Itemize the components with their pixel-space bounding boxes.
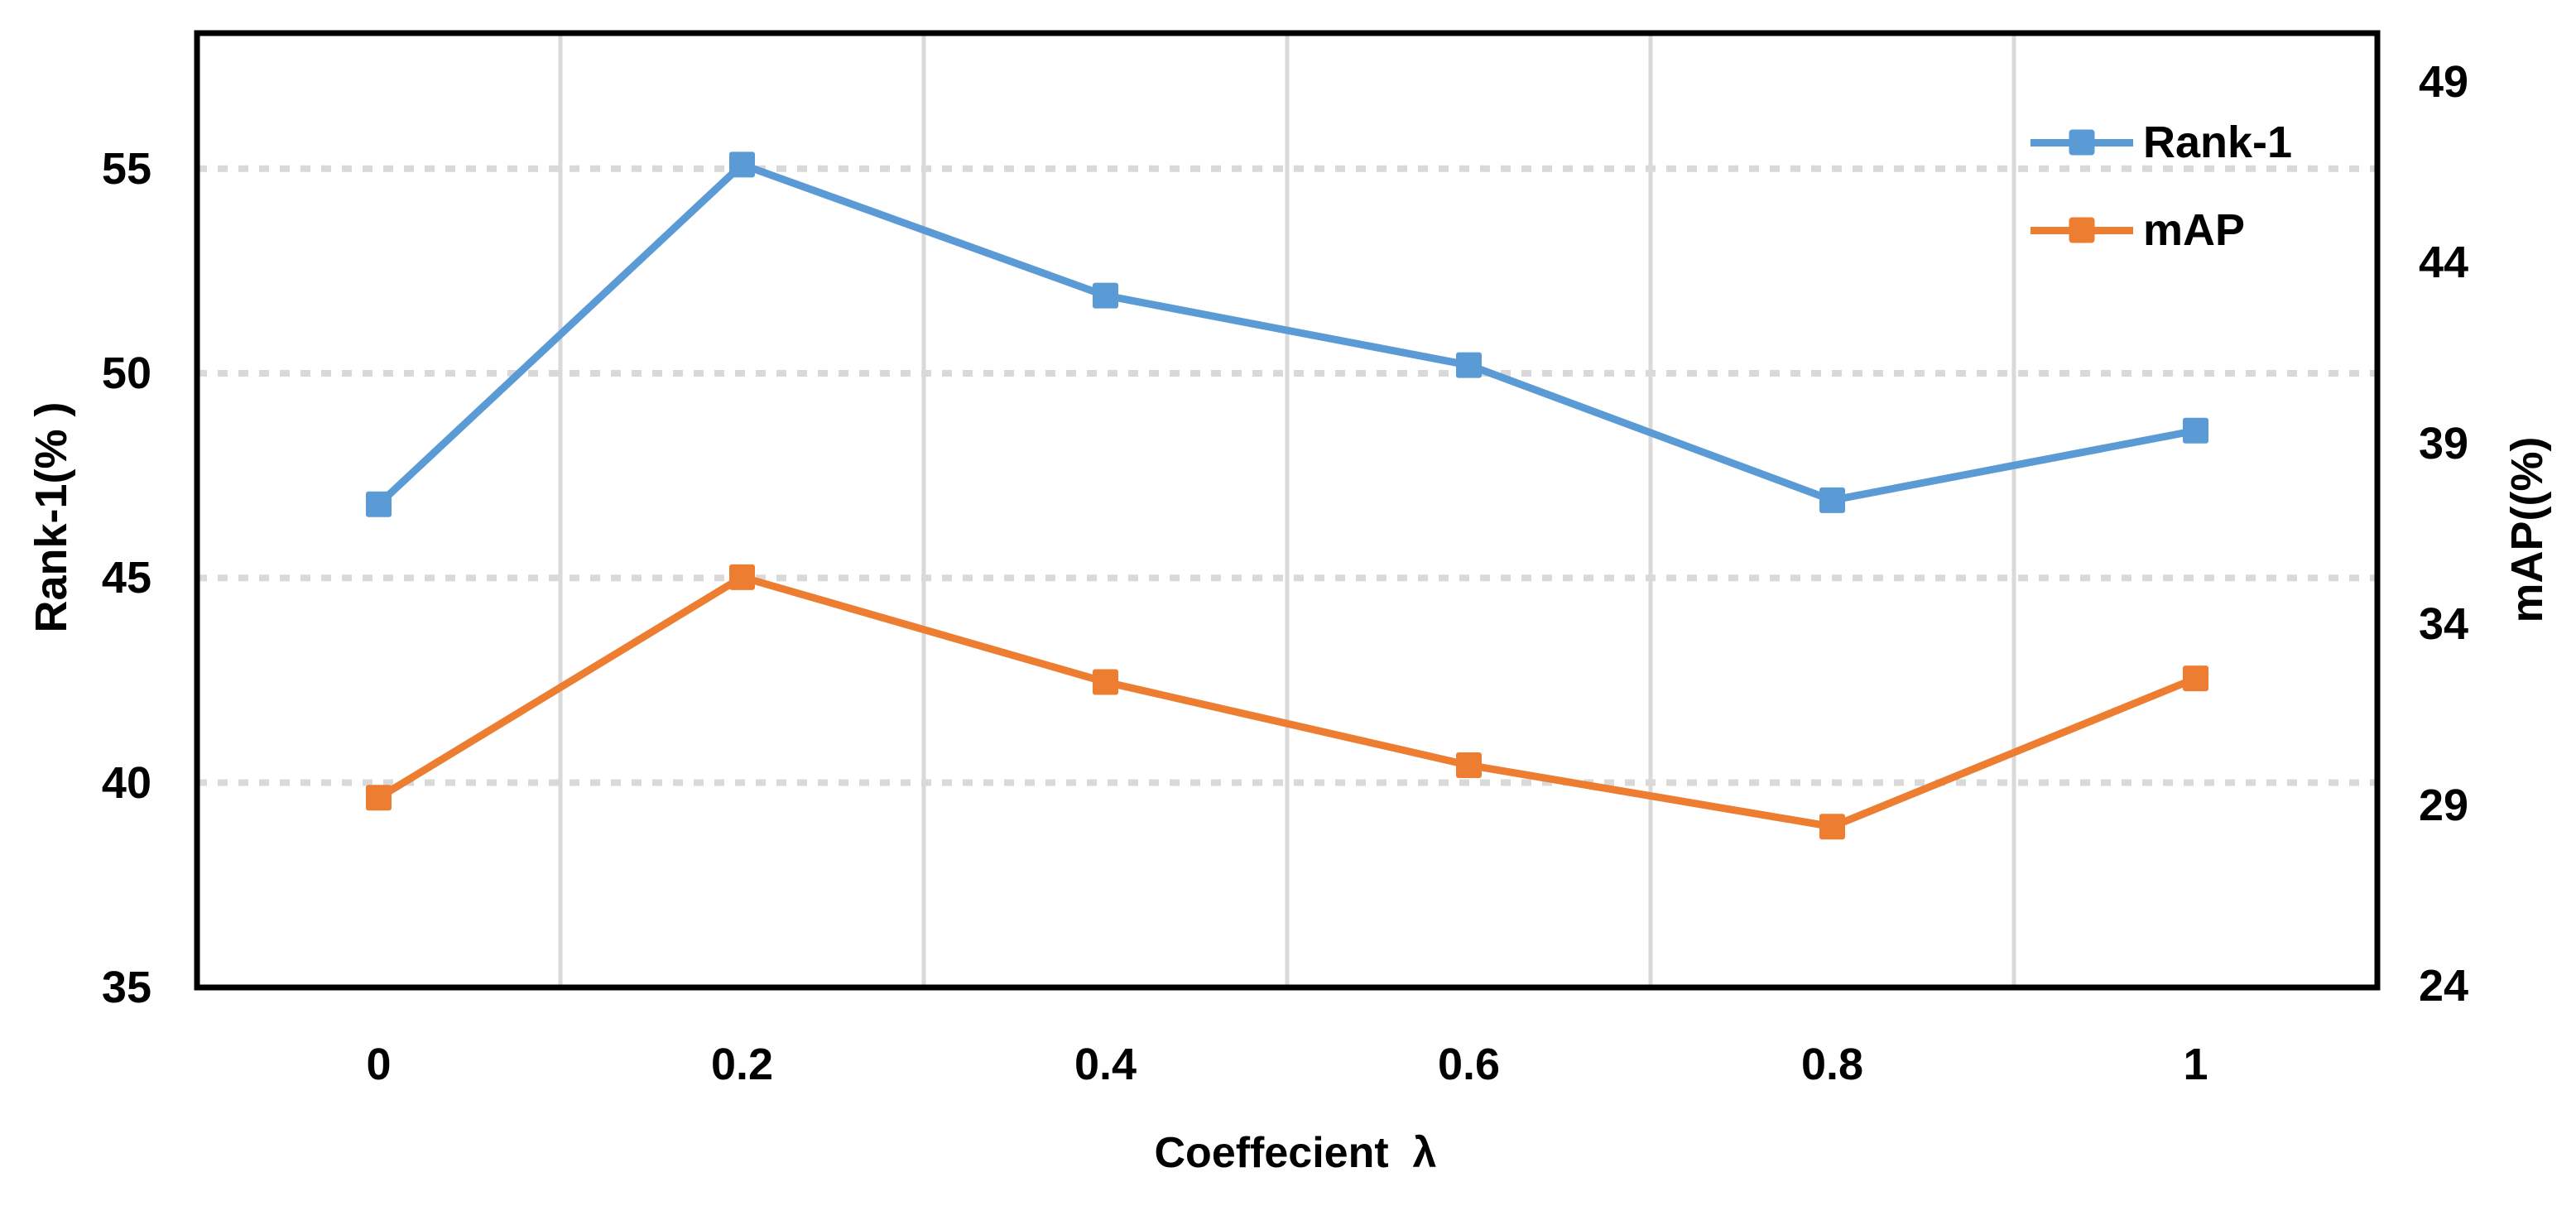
x-axis-tick-label: 0.6	[1437, 1040, 1501, 1089]
data-point-marker-map	[2183, 665, 2208, 692]
left-axis-tick-label: 50	[101, 348, 151, 399]
series-line-rank-1	[376, 160, 2197, 507]
data-point-marker-map	[1093, 669, 1118, 695]
legend-item-rank-1: Rank-1	[2031, 120, 2292, 165]
data-point-marker-rank-1	[729, 151, 755, 178]
left-axis-tick-label: 35	[101, 962, 151, 1012]
legend-label: Rank-1	[2143, 118, 2293, 167]
left-axis-title: Rank-1(% )	[26, 401, 76, 633]
data-point-marker-rank-1	[2183, 417, 2208, 444]
right-axis-tick-label: 44	[2419, 238, 2469, 288]
legend-square-marker-icon	[2069, 129, 2095, 156]
data-point-marker-map	[1456, 752, 1482, 778]
x-axis-tick-label: 0	[366, 1040, 392, 1089]
series-line-map	[377, 573, 2198, 831]
x-axis-tick-label: 1	[2183, 1040, 2208, 1089]
x-axis-tick-label: 0.8	[1800, 1040, 1864, 1089]
right-axis-title: mAP((%)	[2502, 436, 2552, 623]
data-point-marker-map	[1819, 814, 1845, 840]
data-point-marker-rank-1	[1819, 487, 1845, 513]
data-point-marker-map	[729, 564, 755, 590]
right-axis-tick-label: 34	[2419, 599, 2469, 650]
legend-square-marker-icon	[2069, 217, 2095, 243]
left-axis-tick-label: 40	[101, 757, 151, 808]
legend-line-sample	[2031, 217, 2133, 243]
x-axis-title: Coeffecient λ	[1154, 1129, 1437, 1177]
legend-item-map: mAP	[2031, 208, 2245, 252]
data-point-marker-map	[366, 785, 392, 811]
right-axis-tick-label: 29	[2419, 780, 2469, 830]
legend-label: mAP	[2143, 205, 2246, 255]
right-axis-tick-label: 39	[2419, 418, 2469, 468]
legend-line-sample	[2031, 129, 2133, 156]
right-axis-tick-label: 49	[2419, 56, 2469, 107]
plot-frame	[194, 30, 2381, 991]
data-point-marker-rank-1	[366, 491, 392, 517]
x-axis-tick-label: 0.2	[710, 1040, 774, 1089]
data-point-marker-rank-1	[1456, 352, 1482, 378]
data-point-marker-rank-1	[1093, 282, 1118, 309]
left-axis-tick-label: 55	[101, 143, 151, 194]
left-axis-tick-label: 45	[101, 553, 151, 603]
right-axis-tick-label: 24	[2419, 960, 2469, 1011]
x-axis-tick-label: 0.4	[1074, 1040, 1137, 1089]
